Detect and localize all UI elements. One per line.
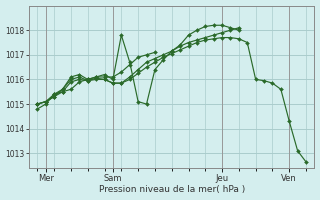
X-axis label: Pression niveau de la mer( hPa ): Pression niveau de la mer( hPa ) xyxy=(99,185,245,194)
